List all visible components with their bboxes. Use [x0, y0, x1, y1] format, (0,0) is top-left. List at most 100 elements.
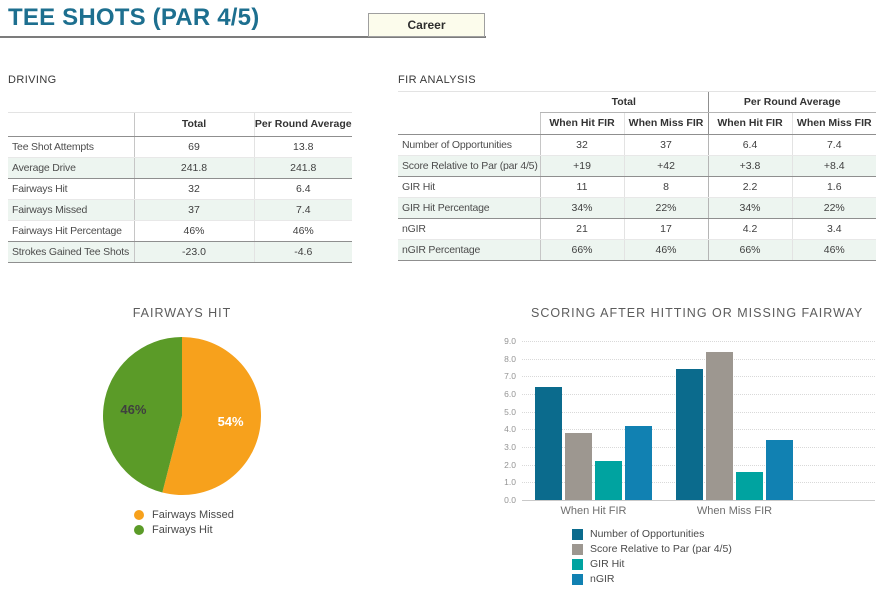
y-tick-label: 9.0 — [504, 336, 516, 346]
table-row: Fairways Hit Percentage 46% 46% — [8, 220, 352, 242]
pie-chart-title: FAIRWAYS HIT — [132, 306, 232, 320]
cell-value: 22% — [791, 197, 877, 219]
career-filter-button[interactable]: Career — [368, 13, 485, 37]
cell-value: 8 — [623, 176, 708, 198]
bar-number-of-opportunities — [676, 369, 703, 500]
bar-chart-title: SCORING AFTER HITTING OR MISSING FAIRWAY — [531, 306, 864, 320]
bar-number-of-opportunities — [535, 386, 562, 500]
cell-value: +42 — [623, 155, 708, 177]
cell-value: 32 — [133, 178, 254, 200]
legend-item: Fairways Hit — [134, 524, 234, 536]
row-label: Fairways Hit Percentage — [8, 220, 134, 242]
cell-value: 34% — [707, 197, 792, 219]
cell-value: 21 — [539, 218, 624, 240]
y-tick-label: 5.0 — [504, 406, 516, 417]
corner-cell — [398, 91, 540, 113]
legend-swatch-gir-hit — [572, 558, 583, 570]
cell-value: +19 — [539, 155, 624, 177]
sub-column-header: When Miss FIR — [791, 112, 877, 135]
title-divider — [0, 36, 486, 38]
row-label: Tee Shot Attempts — [8, 136, 134, 158]
cell-value: 4.2 — [707, 218, 792, 240]
row-label: nGIR Percentage — [398, 239, 540, 261]
table-row: GIR Hit 11 8 2.2 1.6 — [398, 176, 877, 198]
legend-label: Fairways Hit — [152, 524, 213, 536]
y-tick-label: 2.0 — [504, 459, 516, 470]
cell-value: 7.4 — [791, 134, 877, 156]
cell-value: 32 — [539, 134, 624, 156]
y-tick-label: 4.0 — [504, 424, 516, 435]
row-label: nGIR — [398, 218, 540, 240]
pie-slice-label: 46% — [120, 402, 146, 417]
row-label: Fairways Hit — [8, 178, 134, 200]
gridline — [522, 341, 875, 342]
bar-ngir — [625, 425, 652, 500]
legend-swatch-ngir — [572, 573, 583, 585]
column-header: Total — [133, 112, 254, 137]
bar-gir-hit — [736, 471, 763, 500]
row-label: Fairways Missed — [8, 199, 134, 221]
cell-value: 37 — [133, 199, 254, 221]
table-row: Tee Shot Attempts 69 13.8 — [8, 136, 352, 158]
table-header-row: Total Per Round Average — [8, 112, 352, 137]
x-category-label: When Hit FIR — [560, 505, 627, 517]
bar-gir-hit — [595, 461, 622, 500]
y-tick-label: 7.0 — [504, 371, 516, 382]
row-label: Average Drive — [8, 157, 134, 179]
column-group-header: Total — [540, 91, 708, 113]
fir-section-title: FIR ANALYSIS — [398, 74, 476, 86]
pie-slice-label: 54% — [218, 414, 244, 429]
legend-item: Score Relative to Par (par 4/5) — [572, 543, 732, 555]
table-row: Fairways Missed 37 7.4 — [8, 199, 352, 221]
driving-table: Total Per Round Average Tee Shot Attempts 6… — [8, 112, 352, 263]
cell-value: 2.2 — [707, 176, 792, 198]
legend-swatch-fairways-missed — [134, 510, 144, 520]
bar-score-relative-to-par-par-4-5- — [706, 351, 733, 500]
legend-label: Number of Opportunities — [590, 528, 705, 540]
column-group-header: Per Round Average — [707, 91, 877, 113]
column-header: Per Round Average — [253, 112, 352, 137]
cell-value: 69 — [133, 136, 254, 158]
cell-value: 13.8 — [253, 136, 352, 158]
cell-value: 34% — [539, 197, 624, 219]
cell-value: 11 — [539, 176, 624, 198]
y-tick-label: 1.0 — [504, 477, 516, 488]
bar-score-relative-to-par-par-4-5- — [565, 432, 592, 500]
table-row: Fairways Hit 32 6.4 — [8, 178, 352, 200]
legend-item: Number of Opportunities — [572, 528, 732, 540]
bar-legend: Number of Opportunities Score Relative to… — [572, 528, 732, 588]
legend-label: Fairways Missed — [152, 509, 234, 521]
pie-slice-fairways-hit — [103, 337, 182, 493]
sub-column-header: When Hit FIR — [707, 112, 792, 135]
legend-label: Score Relative to Par (par 4/5) — [590, 543, 732, 555]
sub-column-header: When Miss FIR — [623, 112, 708, 135]
cell-value: 1.6 — [791, 176, 877, 198]
legend-swatch-number-of-opportunities — [572, 528, 583, 540]
table-row: nGIR Percentage 66% 46% 66% 46% — [398, 239, 877, 261]
y-tick-label: 6.0 — [504, 389, 516, 399]
legend-item: GIR Hit — [572, 558, 732, 570]
row-label: Number of Opportunities — [398, 134, 540, 156]
cell-value: 6.4 — [253, 178, 352, 200]
pie-slice-fairways-missed — [162, 337, 261, 495]
cell-value: 241.8 — [253, 157, 352, 179]
corner-cell — [8, 112, 134, 137]
cell-value: 17 — [623, 218, 708, 240]
x-category-label: When Miss FIR — [696, 505, 773, 517]
table-row: Strokes Gained Tee Shots -23.0 -4.6 — [8, 241, 352, 263]
fairways-hit-pie-chart: 54% 46% — [103, 337, 261, 495]
table-row: GIR Hit Percentage 34% 22% 34% 22% — [398, 197, 877, 219]
cell-value: -4.6 — [253, 241, 352, 263]
cell-value: 46% — [133, 220, 254, 242]
cell-value: 66% — [707, 239, 792, 261]
fir-analysis-table: Total Per Round Average When Hit FIR When M… — [398, 91, 877, 261]
corner-cell — [398, 112, 540, 135]
cell-value: 7.4 — [253, 199, 352, 221]
bar-ngir — [766, 439, 793, 500]
legend-item: Fairways Missed — [134, 509, 234, 521]
cell-value: +8.4 — [791, 155, 877, 177]
cell-value: 6.4 — [707, 134, 792, 156]
cell-value: -23.0 — [133, 241, 254, 263]
legend-swatch-fairways-hit — [134, 525, 144, 535]
sub-column-header: When Hit FIR — [539, 112, 624, 135]
